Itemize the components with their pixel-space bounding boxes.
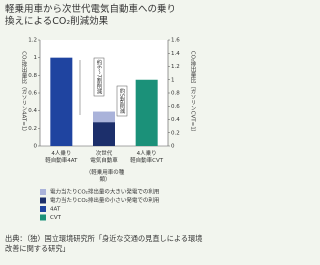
annotation-1: 約6～7割削減 — [79, 57, 105, 115]
annotation-2: 約5割削減 — [116, 85, 128, 117]
x-tick-label: 4人乗り 軽自動車CVT — [130, 151, 164, 164]
legend-label: 電力当たりCO₂排出量の小さい発電での利用 — [50, 196, 159, 204]
y2-tick-label: 0.4 — [171, 117, 180, 123]
y-tick-label: 0.8 — [28, 73, 37, 79]
legend-swatch — [40, 189, 46, 195]
page: {"chart_data": {"type": "bar", "title": … — [5, 4, 203, 253]
y-axis-label: CO₂排出量比（ガソリン4AT=1） — [21, 51, 28, 135]
legend-swatch — [40, 214, 46, 221]
legend-label: 電力当たりCO₂排出量の大きい発電での利用 — [50, 188, 159, 196]
legend-label: CVT — [50, 215, 62, 221]
y-tick-label: 0 — [34, 144, 38, 150]
bar — [93, 122, 115, 146]
annotation-box — [93, 57, 105, 97]
x-axis-label: （軽乗用車の種類） — [85, 170, 125, 183]
bar — [135, 79, 158, 146]
y2-tick-label: 1 — [171, 77, 175, 83]
chart: CO₂排出量比（ガソリン4AT=1） CO₂排出量比（ガソリンCVT=1） 約6… — [21, 38, 197, 222]
bar — [50, 57, 73, 146]
bar — [93, 111, 115, 123]
y-tick-label: 1 — [34, 55, 38, 61]
legend-label: 4AT — [50, 207, 61, 213]
chart-title: 軽乗用車から次世代電気自動車への乗り 換えによるCO₂削減効果 — [5, 4, 177, 27]
y2-axis-label: CO₂排出量比（ガソリンCVT=1） — [190, 51, 197, 135]
x-tick-label: 4人乗り 軽自動車4AT — [45, 151, 78, 164]
y-tick-label: 0.6 — [28, 91, 37, 97]
y-tick-label: 0.2 — [28, 126, 37, 132]
y2-tick-label: 1.6 — [171, 38, 180, 44]
legend-swatch — [40, 206, 46, 212]
annotation-text: 約6～7割削減 — [96, 59, 103, 96]
x-tick-label: 次世代 電気自動車 — [90, 151, 118, 164]
y2-tick-label: 0.6 — [171, 104, 180, 110]
y2-tick-label: 0 — [171, 144, 175, 150]
y-tick-label: 1.2 — [28, 38, 37, 44]
y2-tick-label: 1.4 — [171, 51, 180, 57]
y2-tick-label: 0.2 — [171, 130, 180, 136]
y-tick-label: 0.4 — [28, 108, 37, 114]
legend-swatch — [40, 197, 46, 204]
source: 出典：（独）国立環境研究所「身近な交通の見直しによる環境改善に関する研究」 — [5, 234, 203, 253]
annotation-text: 約5割削減 — [119, 87, 126, 115]
y2-tick-label: 0.8 — [171, 91, 180, 97]
y2-tick-label: 1.2 — [171, 64, 180, 70]
annotation-box — [116, 85, 128, 117]
